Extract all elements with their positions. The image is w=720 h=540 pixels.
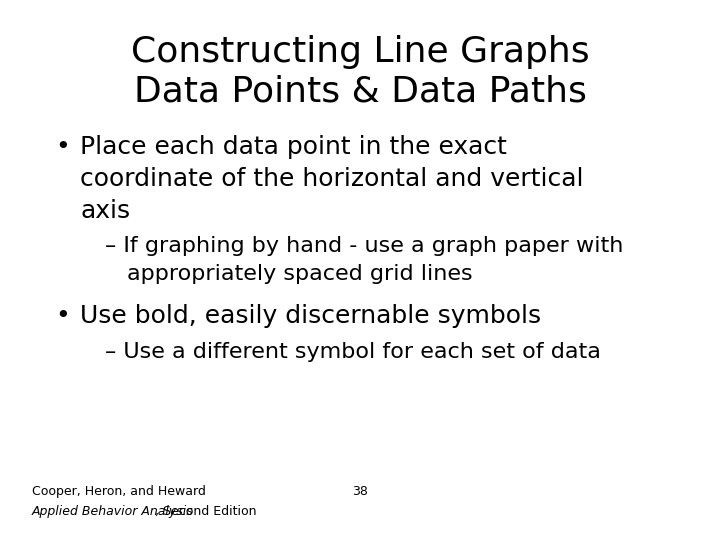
Text: coordinate of the horizontal and vertical: coordinate of the horizontal and vertica… [80, 167, 583, 191]
Text: •: • [55, 304, 70, 328]
Text: Data Points & Data Paths: Data Points & Data Paths [134, 75, 586, 109]
Text: axis: axis [80, 199, 130, 223]
Text: Cooper, Heron, and Heward: Cooper, Heron, and Heward [32, 485, 206, 498]
Text: •: • [55, 135, 70, 159]
Text: appropriately spaced grid lines: appropriately spaced grid lines [127, 264, 472, 284]
Text: Place each data point in the exact: Place each data point in the exact [80, 135, 507, 159]
Text: Applied Behavior Analysis: Applied Behavior Analysis [32, 505, 194, 518]
Text: Constructing Line Graphs: Constructing Line Graphs [131, 35, 589, 69]
Text: – If graphing by hand - use a graph paper with: – If graphing by hand - use a graph pape… [105, 236, 624, 256]
Text: , Second Edition: , Second Edition [155, 505, 256, 518]
Text: – Use a different symbol for each set of data: – Use a different symbol for each set of… [105, 342, 601, 362]
Text: Use bold, easily discernable symbols: Use bold, easily discernable symbols [80, 304, 541, 328]
Text: 38: 38 [352, 485, 368, 498]
